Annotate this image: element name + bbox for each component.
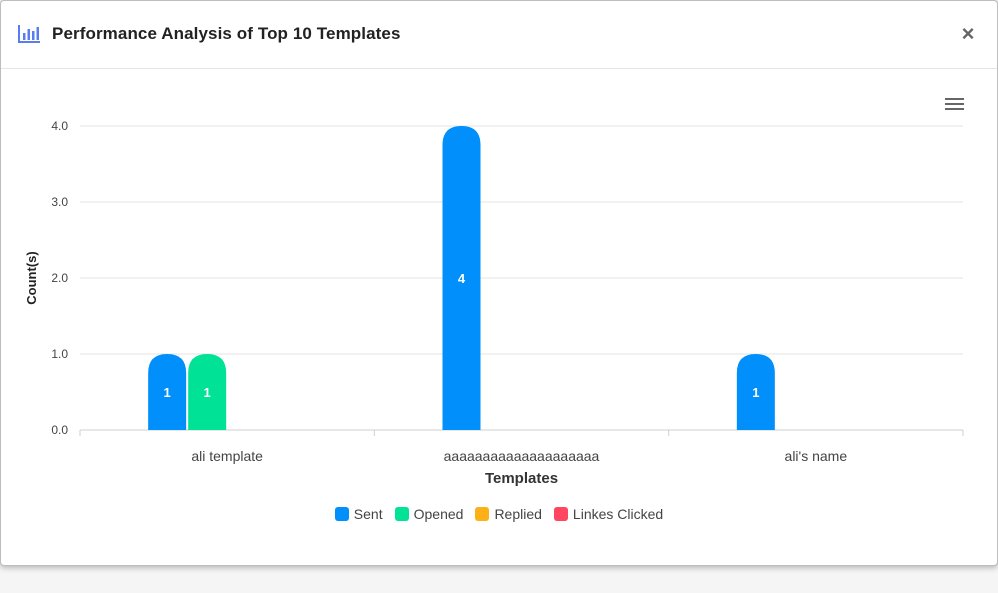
- bar-chart-icon: [18, 25, 40, 43]
- y-tick-label: 3.0: [51, 195, 68, 209]
- x-tick-label: ali's name: [785, 448, 848, 464]
- legend-label: Opened: [413, 506, 464, 522]
- chart-modal: Performance Analysis of Top 10 Templates…: [0, 0, 998, 566]
- y-tick-label: 1.0: [51, 347, 68, 361]
- modal-header: Performance Analysis of Top 10 Templates…: [1, 1, 997, 69]
- y-tick-label: 2.0: [51, 271, 68, 285]
- hamburger-menu-icon[interactable]: [941, 93, 969, 115]
- y-axis-title: Count(s): [24, 251, 39, 304]
- chart-legend: Sent Opened Replied Linkes Clicked: [1, 506, 997, 522]
- legend-label: Sent: [353, 506, 383, 522]
- bar-sent: [442, 126, 481, 430]
- page-background-strip: [0, 565, 998, 593]
- close-icon[interactable]: ×: [961, 21, 975, 46]
- data-label: 4: [458, 271, 466, 286]
- bar-sent: [736, 354, 775, 430]
- data-label: 1: [752, 385, 759, 400]
- legend-swatch: [394, 507, 409, 521]
- bar-opened: [188, 354, 227, 430]
- legend-label: Replied: [494, 506, 542, 522]
- legend-item-replied[interactable]: Replied: [475, 506, 542, 522]
- legend-swatch: [475, 507, 490, 521]
- data-label: 1: [164, 385, 171, 400]
- bar-sent: [148, 354, 187, 430]
- legend-item-sent[interactable]: Sent: [334, 506, 383, 522]
- y-tick-label: 0.0: [51, 423, 68, 437]
- data-label: 1: [204, 385, 211, 400]
- bar-chart: 0.0 1.0 2.0 3.0 4.0 1 1 ali template 4 aaaaaaaaaa…: [24, 119, 964, 487]
- legend-item-linkes-clicked[interactable]: Linkes Clicked: [553, 506, 664, 522]
- x-axis-title: Templates: [485, 470, 558, 487]
- y-tick-label: 4.0: [51, 119, 68, 133]
- legend-swatch: [553, 507, 568, 521]
- x-tick-label: ali template: [191, 448, 263, 464]
- modal-title: Performance Analysis of Top 10 Templates: [52, 24, 401, 43]
- legend-swatch: [334, 507, 349, 521]
- x-tick-label: aaaaaaaaaaaaaaaaaaaa: [444, 448, 600, 464]
- legend-item-opened[interactable]: Opened: [394, 506, 464, 522]
- legend-label: Linkes Clicked: [572, 506, 664, 522]
